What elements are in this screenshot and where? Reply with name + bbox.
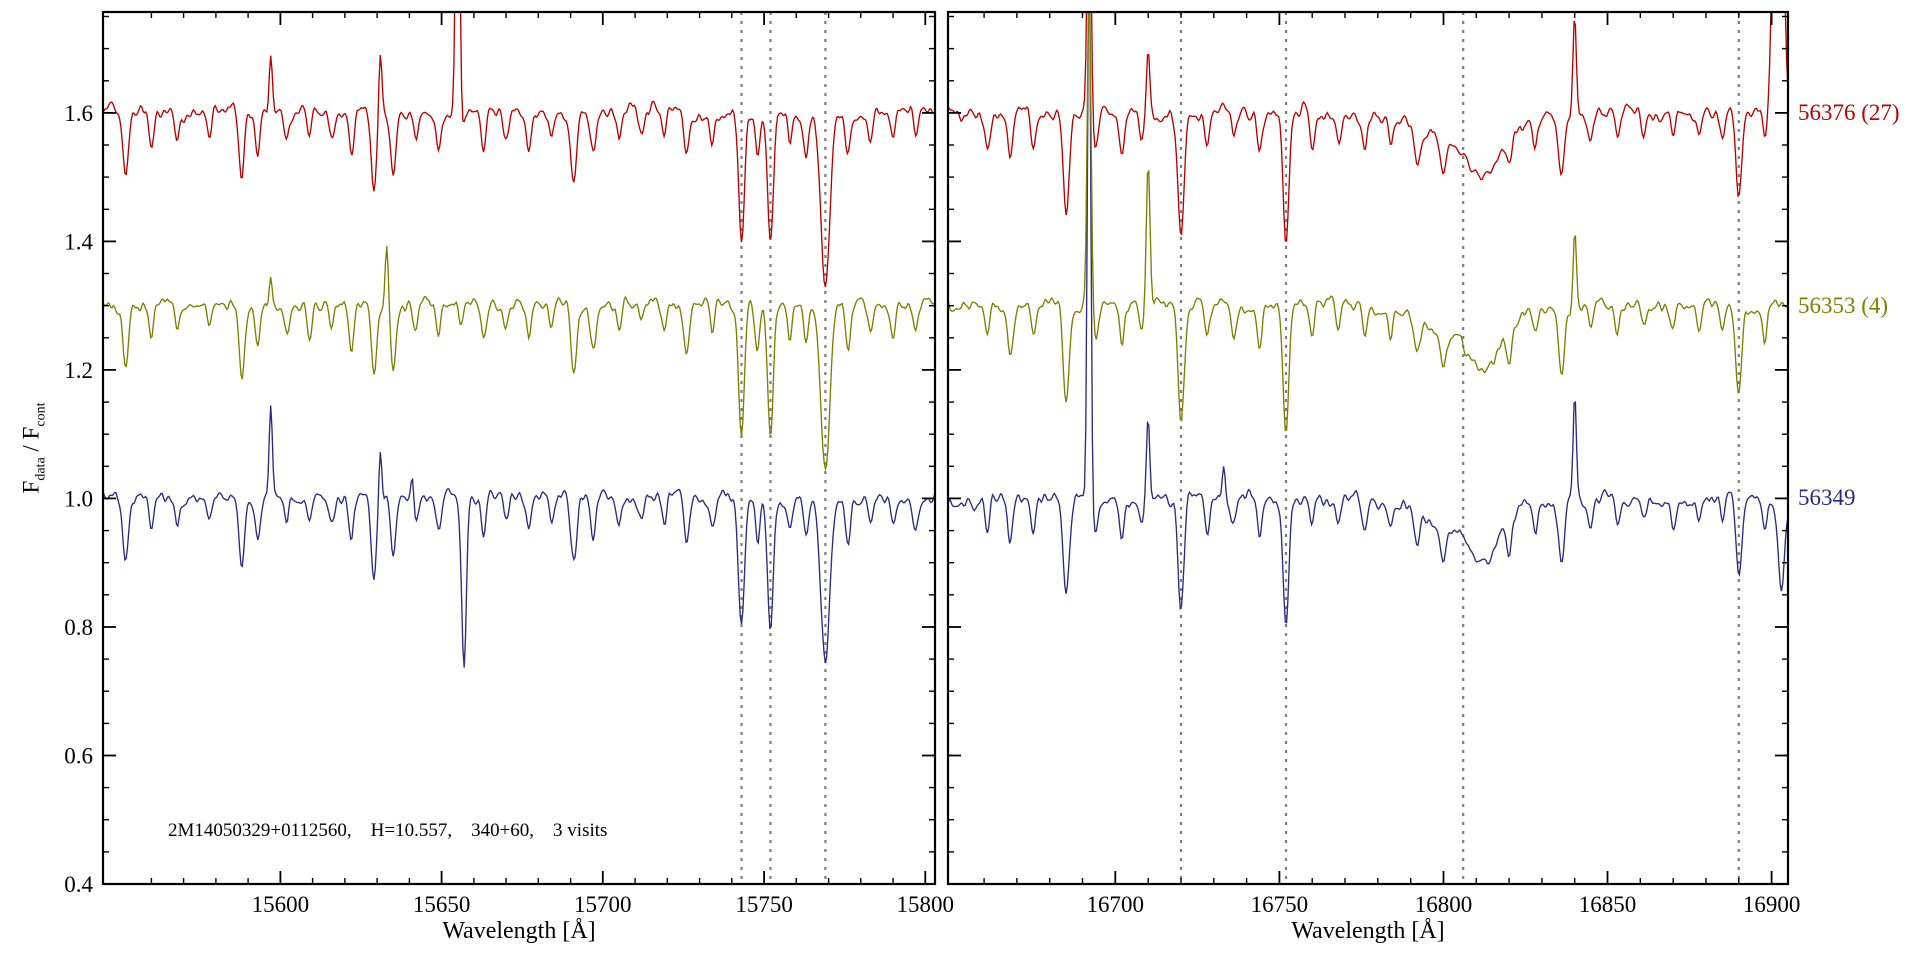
y-tick-label: 1.6 <box>64 101 93 126</box>
dashed-marker-lines-panel0 <box>740 12 827 884</box>
x-tick-label: 15750 <box>735 892 793 917</box>
y-axis-label: Fdata / Fcont <box>19 403 50 494</box>
spectrum-56353-panel1 <box>948 12 1788 432</box>
spectrum-56376-panel1 <box>948 12 1788 242</box>
y-tick-label: 1.4 <box>64 229 93 254</box>
x-tick-label: 16700 <box>1087 892 1145 917</box>
y-tick-label: 0.6 <box>64 744 93 769</box>
series-label-56353: 56353 (4) <box>1798 292 1889 318</box>
series-label-56349: 56349 <box>1798 485 1856 511</box>
x-tick-label: 16900 <box>1743 892 1801 917</box>
spectra-panel1 <box>948 12 1788 624</box>
y-axis-label-mid: / F <box>18 426 44 458</box>
y-axis-label-pre: F <box>18 480 44 494</box>
target-annotation: 2M14050329+0112560, H=10.557, 340+60, 3 … <box>168 820 608 841</box>
y-tick-label: 0.8 <box>64 615 93 640</box>
dashed-marker-lines-panel1 <box>1179 12 1740 884</box>
spectrum-56376-panel0 <box>103 12 935 288</box>
y-axis-label-sub1: data <box>33 457 49 481</box>
x-tick-label: 15650 <box>413 892 471 917</box>
y-tick-label: 1.2 <box>64 358 93 383</box>
x-axis-label-left: Wavelength [Å] <box>442 918 596 944</box>
x-axis-label-right: Wavelength [Å] <box>1291 918 1445 944</box>
y-axis-label-sub2: cont <box>33 402 49 427</box>
spectrum-56349-panel0 <box>103 405 935 668</box>
series-label-56376: 56376 (27) <box>1798 99 1900 125</box>
axes-panel0: 15600 15650 15700 15750 15800 0.4 0.6 0.8 1.0 1.2… <box>64 10 955 917</box>
x-tick-label: 15700 <box>574 892 632 917</box>
spectra-panel0 <box>103 12 935 668</box>
x-tick-label: 16800 <box>1415 892 1473 917</box>
x-tick-label: 15600 <box>252 892 310 917</box>
spectrum-56353-panel0 <box>103 246 935 472</box>
axes-panel1: 16700 16750 16800 16850 16900 <box>946 10 1801 917</box>
x-tick-label: 15800 <box>897 892 955 917</box>
x-tick-label: 16750 <box>1251 892 1309 917</box>
y-tick-label: 1.0 <box>64 486 93 511</box>
y-tick-label: 0.4 <box>64 872 93 897</box>
x-tick-label: 16850 <box>1579 892 1637 917</box>
